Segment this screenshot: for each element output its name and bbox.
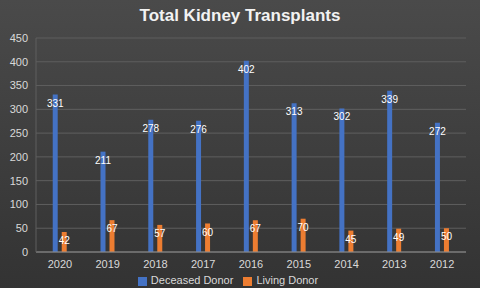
svg-text:272: 272 [429,126,446,137]
svg-text:211: 211 [95,155,111,166]
svg-text:400: 400 [10,56,28,68]
svg-text:0: 0 [22,246,28,258]
svg-text:60: 60 [202,227,214,238]
html-text:Deceased Donor: Deceased Donor [150,274,234,286]
svg-text:70: 70 [298,222,310,233]
svg-text:42: 42 [59,235,71,246]
svg-text:331: 331 [47,98,64,109]
svg-text:45: 45 [345,234,357,245]
svg-text:2015: 2015 [287,258,311,270]
svg-text:350: 350 [10,79,28,91]
svg-text:2017: 2017 [191,258,215,270]
svg-text:276: 276 [190,124,207,135]
svg-text:402: 402 [238,64,255,75]
svg-text:50: 50 [441,231,453,242]
svg-text:2016: 2016 [239,258,263,270]
html-text:Living Donor: Living Donor [256,274,319,286]
svg-text:2014: 2014 [334,258,358,270]
svg-text:150: 150 [10,175,28,187]
svg-text:250: 250 [10,127,28,139]
svg-text:2013: 2013 [382,258,406,270]
svg-text:2019: 2019 [95,258,119,270]
svg-text:67: 67 [250,223,262,234]
svg-text:67: 67 [106,223,118,234]
svg-text:50: 50 [16,222,28,234]
svg-text:100: 100 [10,198,28,210]
svg-text:2020: 2020 [48,258,72,270]
svg-text:2012: 2012 [430,258,454,270]
svg-text:278: 278 [142,123,159,134]
svg-text:49: 49 [393,232,405,243]
svg-text:302: 302 [334,111,351,122]
svg-text:57: 57 [154,228,166,239]
svg-text:339: 339 [381,94,398,105]
svg-text:2018: 2018 [143,258,167,270]
svg-text:300: 300 [10,103,28,115]
html-text:Total Kidney Transplants: Total Kidney Transplants [139,6,341,25]
svg-text:450: 450 [10,32,28,44]
svg-text:313: 313 [286,106,303,117]
svg-text:200: 200 [10,151,28,163]
